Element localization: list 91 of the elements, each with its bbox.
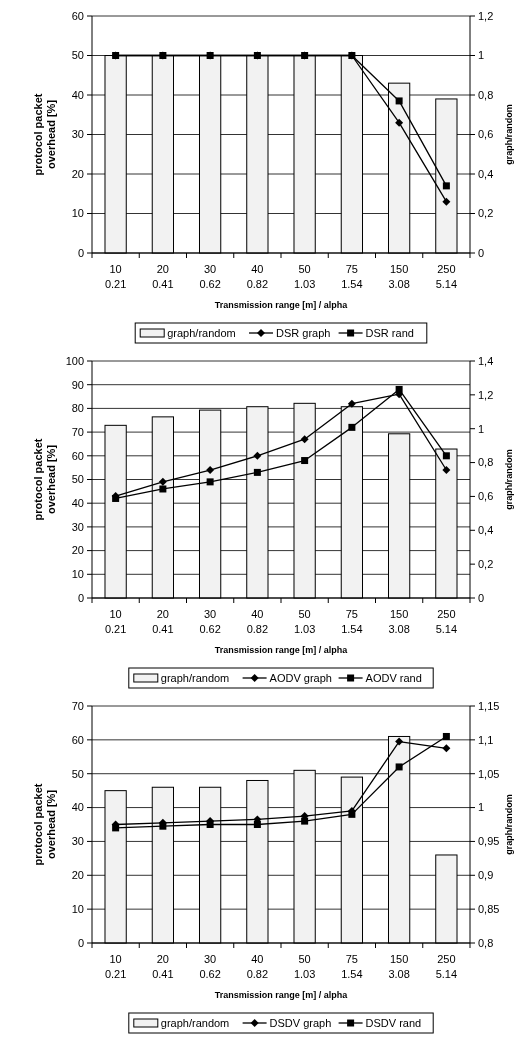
x-axis-title: Transmission range [m] / alpha — [214, 645, 349, 655]
y2-tick-label: 0,2 — [478, 207, 494, 220]
legend-label: AODV graph — [269, 671, 332, 684]
y2-axis-title: graph/random — [504, 794, 514, 855]
y-tick-label: 40 — [71, 88, 84, 101]
x-tick-label: 20 0.41 — [152, 953, 174, 980]
y2-tick-label: 1 — [478, 49, 485, 62]
legend-label: DSDV graph — [269, 1016, 332, 1029]
x-tick-label: 30 0.62 — [199, 608, 221, 635]
y2-tick-label: 0,2 — [478, 557, 494, 570]
y2-axis-title: graph/random — [504, 449, 514, 510]
x-tick-label: 150 3.08 — [388, 263, 410, 290]
x-tick-label: 20 0.41 — [152, 263, 174, 290]
legend-label: graph/random — [160, 671, 230, 684]
x-tick-label: 75 1.54 — [341, 953, 363, 980]
x-tick-label: 40 0.82 — [246, 953, 269, 980]
y-axis-title: protocol packet overhead [%] — [31, 438, 57, 521]
legend-label: AODV rand — [365, 671, 422, 684]
y-tick-label: 60 — [71, 733, 84, 746]
y2-tick-label: 0 — [478, 246, 485, 259]
y-tick-label: 100 — [65, 354, 84, 367]
y-tick-label: 80 — [71, 402, 84, 415]
y-tick-label: 90 — [71, 378, 84, 391]
y-tick-label: 70 — [71, 699, 84, 712]
y2-tick-label: 0,4 — [478, 167, 494, 180]
y-tick-label: 50 — [71, 49, 84, 62]
x-tick-label: 150 3.08 — [388, 608, 410, 635]
y-tick-label: 60 — [71, 9, 84, 22]
y-tick-label: 30 — [71, 520, 84, 533]
y2-tick-label: 0,8 — [478, 936, 494, 949]
y2-tick-label: 0,6 — [478, 128, 494, 141]
y2-tick-label: 1,05 — [478, 767, 500, 780]
legend-label: DSR graph — [276, 326, 331, 339]
x-tick-label: 10 0.21 — [104, 608, 127, 635]
x-tick-label: 250 5.14 — [435, 263, 458, 290]
x-tick-label: 50 1.03 — [293, 263, 316, 290]
x-tick-label: 50 1.03 — [293, 953, 316, 980]
y2-tick-label: 0,95 — [478, 835, 500, 848]
y-axis-title: protocol packet overhead [%] — [31, 783, 57, 866]
y-tick-label: 60 — [71, 449, 84, 462]
x-tick-label: 250 5.14 — [435, 608, 458, 635]
x-tick-label: 75 1.54 — [341, 608, 363, 635]
y-tick-label: 30 — [71, 128, 84, 141]
y-tick-label: 70 — [71, 425, 84, 438]
y-tick-label: 20 — [71, 869, 84, 882]
y2-tick-label: 1 — [478, 422, 485, 435]
y2-tick-label: 1,2 — [478, 388, 494, 401]
y2-tick-label: 0 — [478, 591, 485, 604]
y-tick-label: 10 — [71, 207, 84, 220]
y-axis-title: protocol packet overhead [%] — [31, 93, 57, 176]
x-tick-label: 20 0.41 — [152, 608, 174, 635]
x-tick-label: 10 0.21 — [104, 263, 127, 290]
y-tick-label: 20 — [71, 544, 84, 557]
x-tick-label: 10 0.21 — [104, 953, 127, 980]
y-tick-label: 20 — [71, 167, 84, 180]
x-tick-label: 40 0.82 — [246, 263, 269, 290]
y-tick-label: 10 — [71, 902, 84, 915]
x-axis-title: Transmission range [m] / alpha — [214, 300, 349, 310]
y-tick-label: 0 — [77, 936, 84, 949]
y2-tick-label: 0,8 — [478, 88, 494, 101]
legend-label: graph/random — [167, 326, 236, 339]
y2-tick-label: 1,1 — [478, 733, 494, 746]
x-tick-label: 150 3.08 — [388, 953, 410, 980]
legend-label: graph/random — [160, 1016, 230, 1029]
y-tick-label: 0 — [77, 591, 84, 604]
y-tick-label: 50 — [71, 473, 84, 486]
y-tick-label: 40 — [71, 497, 84, 510]
y2-tick-label: 1,4 — [478, 354, 494, 367]
legend-label: DSR rand — [365, 326, 414, 339]
y2-tick-label: 0,4 — [478, 524, 494, 537]
y2-axis-title: graph/random — [504, 104, 514, 165]
y2-tick-label: 0,6 — [478, 490, 494, 503]
x-axis-title: Transmission range [m] / alpha — [214, 990, 349, 1000]
y2-tick-label: 1 — [478, 801, 485, 814]
y-tick-label: 10 — [71, 568, 84, 581]
x-tick-label: 250 5.14 — [435, 953, 458, 980]
x-tick-label: 50 1.03 — [293, 608, 316, 635]
y2-tick-label: 0,8 — [478, 456, 494, 469]
y-tick-label: 40 — [71, 801, 84, 814]
y2-tick-label: 0,9 — [478, 869, 494, 882]
y-tick-label: 30 — [71, 835, 84, 848]
x-tick-label: 30 0.62 — [199, 953, 221, 980]
x-tick-label: 75 1.54 — [341, 263, 363, 290]
y2-tick-label: 0,85 — [478, 902, 500, 915]
x-tick-label: 30 0.62 — [199, 263, 221, 290]
x-tick-label: 40 0.82 — [246, 608, 269, 635]
legend-label: DSDV rand — [365, 1016, 422, 1029]
y-tick-label: 0 — [77, 246, 84, 259]
y2-tick-label: 1,2 — [478, 9, 494, 22]
y2-tick-label: 1,15 — [478, 699, 500, 712]
y-tick-label: 50 — [71, 767, 84, 780]
